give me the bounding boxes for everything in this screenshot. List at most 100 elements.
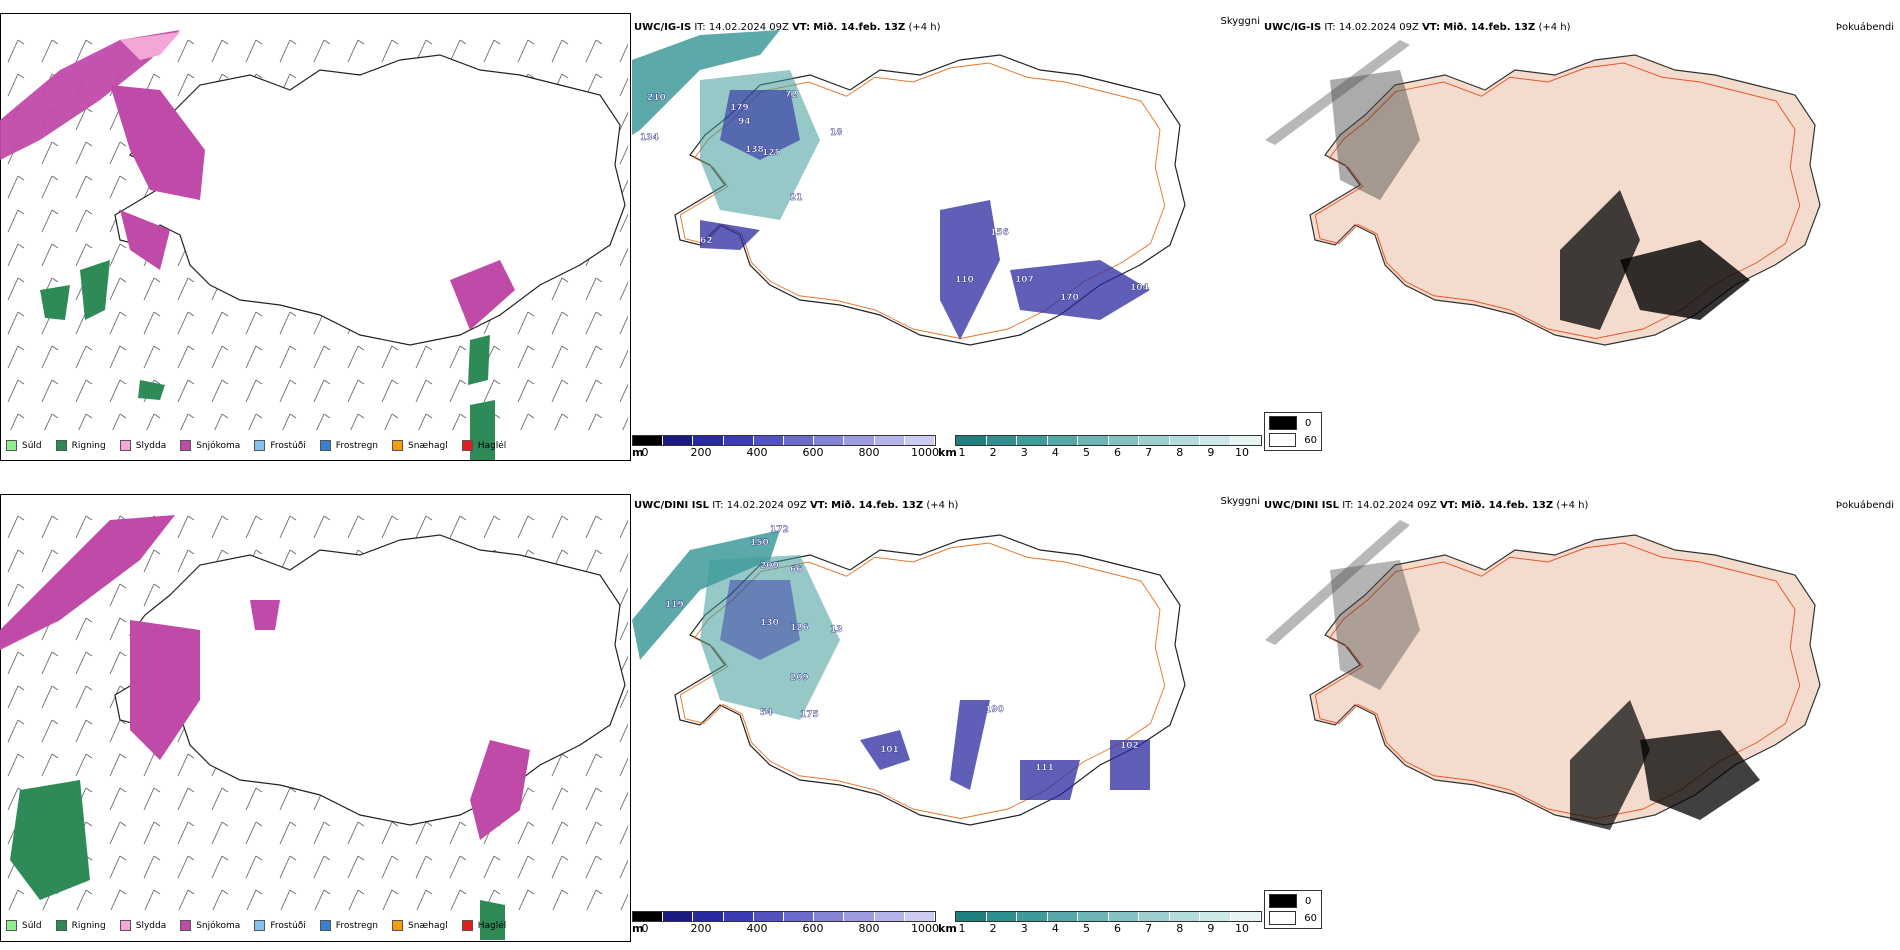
colorbar-segment <box>814 912 845 921</box>
visibility-map-bottom <box>632 530 1186 826</box>
colorbar-tick-label: 400 <box>746 446 768 459</box>
legend-item: Súld <box>6 920 42 931</box>
colorbar-tick-label: 10 <box>1235 446 1249 459</box>
colorbar-tick-label: 200 <box>690 922 712 935</box>
legend-swatch <box>254 440 266 451</box>
legend-item: Snjókoma <box>180 440 240 451</box>
colorbar-tick-label: 1 <box>958 446 966 459</box>
legend-label: Snæhagl <box>408 440 448 451</box>
legend-swatch <box>392 440 404 451</box>
visibility-value-label: 210 <box>647 93 666 103</box>
visibility-value-label: 101 <box>880 745 899 755</box>
colorbar-m-unit-top: m <box>632 446 644 459</box>
fog-map-top <box>1265 40 1821 346</box>
colorbar-segment <box>1108 436 1139 445</box>
colorbar-segment <box>784 436 815 445</box>
colorbar-segment <box>904 436 936 445</box>
colorbar-km-unit-bottom: km <box>938 922 957 935</box>
visibility-map-top <box>632 30 1186 346</box>
visibility-value-label: 107 <box>1015 275 1034 285</box>
visibility-value-label: 54 <box>760 708 773 718</box>
colorbar-tick-label: 4 <box>1051 922 1059 935</box>
colorbar-segment <box>1108 912 1139 921</box>
legend-label: Frostúði <box>270 920 306 931</box>
colorbar-tick-label: 1 <box>958 922 966 935</box>
visibility-value-label: 102 <box>1120 741 1139 751</box>
colorbar-m-ticks-bottom: 0 200 400 600 800 1000 <box>642 922 940 936</box>
colorbar-tick-label: 600 <box>802 922 824 935</box>
visibility-value-label: 72 <box>785 90 798 100</box>
colorbar-tick-label: 6 <box>1114 446 1122 459</box>
fog-title-2: Þokuábendi <box>1835 500 1894 511</box>
fog-key-label: 60 <box>1304 912 1317 924</box>
visibility-value-label: 138 <box>745 145 764 155</box>
colorbar-segment <box>1200 436 1231 445</box>
legend-item: Snjókoma <box>180 920 240 931</box>
colorbar-segment <box>1078 912 1109 921</box>
legend-label: Frostregn <box>335 920 379 931</box>
colorbar-tick-label: 3 <box>1020 922 1028 935</box>
panel-header-vis-top: UWC/IG-IS IT: 14.02.2024 09Z VT: Mið. 14… <box>634 22 941 33</box>
colorbar-tick-label: 4 <box>1051 446 1059 459</box>
colorbar-segment <box>1047 912 1078 921</box>
visibility-value-label: 119 <box>665 600 684 610</box>
colorbar-segment <box>723 912 754 921</box>
colorbar-tick-label: 800 <box>858 446 880 459</box>
fog-map-bottom <box>1265 520 1821 830</box>
colorbar-segment <box>874 912 905 921</box>
colorbar-tick-label: 1000 <box>911 922 939 935</box>
colorbar-km-top <box>955 435 1262 446</box>
visibility-value-label: 94 <box>738 117 751 127</box>
fog-key-row: 60 <box>1269 433 1317 447</box>
visibility-value-label: 66 <box>790 565 803 575</box>
visibility-value-label: 200 <box>760 561 779 571</box>
colorbar-tick-label: 1000 <box>911 446 939 459</box>
colorbar-segment <box>1169 436 1200 445</box>
panel-header-fog-bottom: UWC/DINI ISL IT: 14.02.2024 09Z VT: Mið.… <box>1264 500 1589 511</box>
colorbar-tick-label: 6 <box>1114 922 1122 935</box>
legend-swatch <box>461 920 473 931</box>
colorbar-segment <box>904 912 936 921</box>
precip-legend-top: Súld Rigning Slydda Snjókoma Frostúði Frostre… <box>6 440 520 451</box>
precip-map-bottom <box>0 494 631 942</box>
visibility-value-label: 104 <box>1130 283 1149 293</box>
legend-item: Slydda <box>119 920 166 931</box>
colorbar-segment <box>956 436 987 445</box>
colorbar-km-ticks-top: 1 2 3 4 5 6 7 8 9 10 <box>958 446 1250 460</box>
visibility-title-2: Skyggni <box>1220 496 1260 507</box>
precip-map-top <box>0 13 631 461</box>
panel-header-vis-bottom: UWC/DINI ISL IT: 14.02.2024 09Z VT: Mið.… <box>634 500 959 511</box>
legend-item: Frostúði <box>254 440 306 451</box>
colorbar-tick-label: 7 <box>1145 922 1153 935</box>
legend-swatch <box>254 920 266 931</box>
legend-swatch <box>55 440 67 451</box>
legend-label: Snjókoma <box>196 920 241 931</box>
legend-label: Súld <box>22 440 42 451</box>
panel-header-fog-top: UWC/IG-IS IT: 14.02.2024 09Z VT: Mið. 14… <box>1264 22 1571 33</box>
visibility-value-label: 62 <box>700 236 713 246</box>
legend-item: Frostregn <box>319 440 379 451</box>
precip-legend-bottom: Súld Rigning Slydda Snjókoma Frostúði Frostre… <box>6 920 520 931</box>
legend-swatch <box>319 440 331 451</box>
colorbar-segment <box>693 436 724 445</box>
fog-key-label: 0 <box>1305 895 1312 907</box>
visibility-value-label: 150 <box>750 538 769 548</box>
colorbar-tick-label: 2 <box>989 446 997 459</box>
colorbar-segment <box>1230 436 1261 445</box>
colorbar-tick-label: 5 <box>1082 922 1090 935</box>
colorbar-segment <box>784 912 815 921</box>
legend-label: Frostregn <box>335 440 379 451</box>
visibility-value-label: 125 <box>762 148 781 158</box>
legend-swatch <box>119 920 131 931</box>
visibility-value-label: 13 <box>830 625 843 635</box>
legend-item: Snæhagl <box>392 440 448 451</box>
visibility-value-label: 130 <box>760 618 779 628</box>
legend-swatch <box>319 920 331 931</box>
colorbar-segment <box>633 912 664 921</box>
legend-swatch <box>119 440 131 451</box>
colorbar-segment <box>1017 912 1048 921</box>
legend-swatch <box>55 920 67 931</box>
fog-key-swatch <box>1269 894 1297 908</box>
